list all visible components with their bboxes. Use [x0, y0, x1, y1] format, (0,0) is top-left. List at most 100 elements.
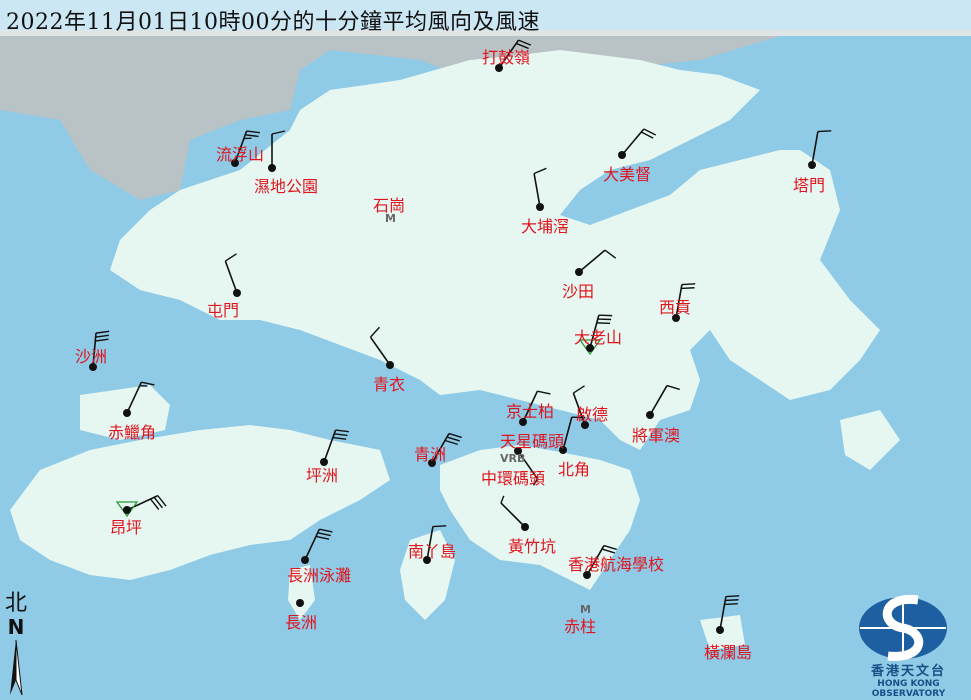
- hong-kong-island: [440, 445, 640, 590]
- station-label: 長洲: [285, 613, 318, 632]
- station-12: [123, 381, 155, 417]
- wind-barb-feather: [271, 130, 286, 135]
- station-dot-icon: [296, 599, 304, 607]
- station-label: 北角: [558, 460, 591, 479]
- station-19: [320, 429, 349, 466]
- station-16: [514, 447, 539, 486]
- station-label: 沙洲: [75, 347, 108, 366]
- page-title: 2022年11月01日10時00分的十分鐘平均風向及風速: [6, 10, 540, 35]
- station-26: [296, 599, 304, 607]
- wind-barb-feather: [95, 330, 110, 334]
- wind-barb-staff: [589, 314, 600, 349]
- wind-barb-feather: [246, 130, 260, 134]
- station-label: 昂坪: [110, 518, 143, 537]
- wind-barb-staff: [572, 392, 586, 426]
- wind-barb-feather: [444, 439, 458, 446]
- wind-barb-staff: [811, 131, 819, 166]
- triangle-marker-icon: [115, 501, 139, 518]
- wind-barb-staff: [578, 249, 606, 273]
- station-1: [231, 130, 260, 167]
- wind-barb-feather: [817, 130, 832, 133]
- station-dot-icon: [618, 151, 626, 159]
- wind-barb-feather: [681, 287, 695, 290]
- station-27: [716, 595, 740, 634]
- wind-barb-staff: [675, 284, 683, 319]
- weather-stations: [89, 39, 832, 634]
- title-bar: 2022年11月01日10時00分的十分鐘平均風向及風速: [0, 0, 971, 36]
- wind-barb-feather: [446, 436, 460, 442]
- wind-barb-staff: [522, 390, 539, 423]
- station-dot-icon: [583, 571, 591, 579]
- station-3: [618, 128, 657, 159]
- lamma-island: [400, 530, 455, 620]
- wind-barb-feather: [157, 495, 167, 507]
- station-9: [578, 314, 613, 356]
- station-label: 青衣: [373, 375, 406, 394]
- north-label-en: N: [7, 615, 25, 639]
- wind-barb-feather: [572, 385, 585, 394]
- station-dot-icon: [808, 161, 816, 169]
- station-22: [500, 495, 529, 531]
- station-dot-icon: [123, 409, 131, 417]
- station-dot-icon: [268, 164, 276, 172]
- station-dot-icon: [586, 344, 594, 352]
- station-dot-icon: [581, 421, 589, 429]
- station-dot-icon: [672, 314, 680, 322]
- wind-barb-feather: [369, 326, 380, 338]
- wind-barb-staff: [517, 450, 539, 480]
- wind-barb-feather: [319, 528, 333, 533]
- station-2: [268, 130, 286, 172]
- station-label: 中環碼頭: [481, 469, 546, 488]
- station-label: 啟德: [576, 405, 609, 424]
- station-label: 打鼓嶺: [482, 48, 531, 67]
- station-5: [533, 167, 547, 211]
- station-label: 西貢: [659, 298, 692, 317]
- north-arrow: 北 N: [2, 585, 30, 637]
- wind-barb-staff: [426, 526, 434, 561]
- lantau-island: [10, 425, 390, 580]
- station-label: 濕地公園: [254, 177, 319, 196]
- north-arrow-icon: [10, 639, 23, 696]
- station-dot-icon: [428, 459, 436, 467]
- station-label: 青洲: [414, 445, 447, 464]
- logo-name-en: HONG KONG OBSERVATORY: [871, 679, 946, 699]
- station-dot-icon: [536, 203, 544, 211]
- wind-barb-feather: [725, 595, 740, 598]
- wind-barb-staff: [533, 173, 541, 208]
- station-dot-icon: [519, 418, 527, 426]
- wind-barb-staff: [431, 433, 450, 464]
- station-dot-icon: [320, 458, 328, 466]
- station-label: 大美督: [603, 165, 652, 184]
- wind-barb-feather: [448, 432, 462, 439]
- station-label: 赤鱲角: [108, 423, 157, 442]
- wind-barb-feather: [335, 429, 349, 433]
- wind-barb-feather: [518, 39, 532, 46]
- wind-barb-staff: [498, 39, 520, 69]
- station-label: 大老山: [574, 328, 623, 347]
- wind-barb-feather: [603, 544, 617, 551]
- station-8: [672, 283, 696, 322]
- wind-barb-feather: [681, 283, 696, 286]
- station-dot-icon: [716, 626, 724, 634]
- marker-label: 石崗: [373, 196, 406, 215]
- wind-barb-staff: [126, 494, 159, 511]
- station-0: [495, 39, 532, 72]
- wind-barb-staff: [586, 545, 605, 576]
- marker-symbol: VRB: [500, 452, 526, 465]
- wind-barb-feather: [245, 134, 259, 138]
- wind-barb-staff: [500, 502, 526, 528]
- station-dot-icon: [559, 446, 567, 454]
- wind-barb-feather: [334, 433, 348, 437]
- wind-barb-feather: [332, 436, 347, 440]
- station-label: 坪洲: [306, 466, 339, 485]
- station-label: 屯門: [207, 301, 240, 320]
- station-label: 將軍澳: [632, 426, 681, 445]
- marker-symbol: M: [385, 212, 396, 225]
- wind-barb-feather: [432, 525, 447, 528]
- wind-barb-staff: [234, 130, 248, 164]
- station-dot-icon: [521, 523, 529, 531]
- logo-name-zh: 香港天文台: [870, 664, 946, 679]
- mainland-shenzhen: [0, 30, 971, 200]
- station-23: [423, 525, 447, 564]
